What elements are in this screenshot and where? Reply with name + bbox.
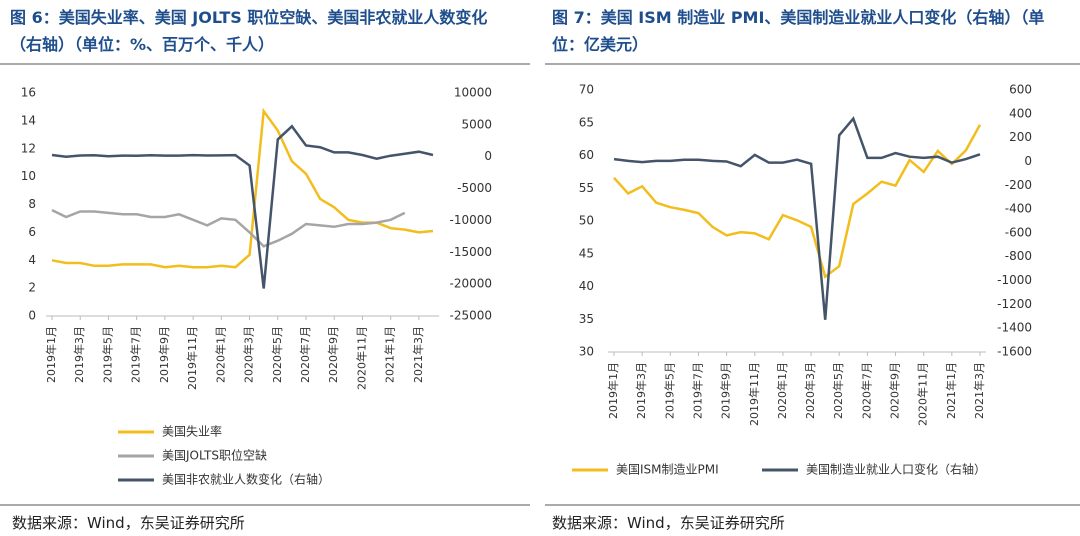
y-tick-label: 16 bbox=[21, 86, 36, 100]
y2-tick-label: 600 bbox=[1009, 83, 1032, 97]
y2-tick-label: 0 bbox=[1024, 154, 1032, 168]
y2-tick-label: -800 bbox=[1005, 249, 1032, 263]
y2-tick-label: -200 bbox=[1005, 178, 1032, 192]
x-tick-label: 2020年11月 bbox=[916, 362, 930, 426]
x-tick-label: 2020年5月 bbox=[831, 362, 845, 419]
y2-tick-label: -1400 bbox=[997, 321, 1032, 335]
y2-tick-label: 400 bbox=[1009, 106, 1032, 120]
x-tick-label: 2020年5月 bbox=[270, 326, 284, 383]
x-tick-label: 2020年7月 bbox=[859, 362, 873, 419]
x-tick-label: 2021年3月 bbox=[411, 326, 425, 383]
series-line bbox=[613, 124, 982, 279]
x-tick-label: 2019年11月 bbox=[185, 326, 199, 390]
y-tick-label: 60 bbox=[579, 148, 594, 162]
y2-tick-label: 10000 bbox=[454, 86, 492, 100]
x-tick-label: 2020年3月 bbox=[803, 362, 817, 419]
y-tick-label: 40 bbox=[579, 279, 594, 293]
y-tick-label: 50 bbox=[579, 214, 594, 228]
y2-tick-label: 0 bbox=[484, 149, 492, 163]
x-tick-label: 2019年1月 bbox=[44, 326, 58, 383]
y2-tick-label: 200 bbox=[1009, 130, 1032, 144]
legend-label: 美国ISM制造业PMI bbox=[616, 463, 719, 477]
x-tick-label: 2020年1月 bbox=[775, 362, 789, 419]
x-tick-label: 2020年3月 bbox=[242, 326, 256, 383]
y-tick-label: 2 bbox=[28, 281, 36, 295]
y2-tick-label: -1200 bbox=[997, 297, 1032, 311]
y-tick-label: 45 bbox=[579, 246, 594, 260]
y2-tick-label: -10000 bbox=[449, 213, 492, 227]
x-tick-label: 2019年1月 bbox=[606, 362, 620, 419]
y-tick-label: 4 bbox=[28, 253, 36, 267]
chart-title: 图 6：美国失业率、美国 JOLTS 职位空缺、美国非农就业人数变化（右轴）（单… bbox=[10, 8, 488, 54]
legend-label: 美国制造业就业人口变化（右轴） bbox=[806, 462, 986, 477]
x-tick-label: 2020年1月 bbox=[213, 326, 227, 383]
legend-label: 美国失业率 bbox=[162, 424, 222, 439]
y-tick-label: 55 bbox=[579, 181, 594, 195]
series-line bbox=[51, 124, 434, 289]
source: 数据来源：Wind，东吴证券研究所 bbox=[552, 514, 785, 532]
x-tick-label: 2019年3月 bbox=[634, 362, 648, 419]
y2-tick-label: -400 bbox=[1005, 202, 1032, 216]
series-line bbox=[613, 116, 981, 320]
x-tick-label: 2019年9月 bbox=[719, 362, 733, 419]
y2-tick-label: 5000 bbox=[461, 117, 492, 131]
x-tick-label: 2020年9月 bbox=[888, 362, 902, 419]
y2-tick-label: -1000 bbox=[997, 273, 1032, 287]
y-tick-label: 8 bbox=[28, 197, 36, 211]
y-tick-label: 30 bbox=[579, 345, 594, 359]
y-tick-label: 65 bbox=[579, 115, 594, 129]
x-tick-label: 2019年5月 bbox=[100, 326, 114, 383]
x-tick-label: 2019年9月 bbox=[157, 326, 171, 383]
x-tick-label: 2021年3月 bbox=[972, 362, 986, 419]
series-line bbox=[51, 208, 406, 248]
y-tick-label: 10 bbox=[21, 169, 36, 183]
source: 数据来源：Wind，东吴证券研究所 bbox=[12, 514, 245, 532]
y2-tick-label: -600 bbox=[1005, 225, 1032, 239]
chart-title: 图 7：美国 ISM 制造业 PMI、美国制造业就业人口变化（右轴）（单位：亿美… bbox=[552, 8, 1045, 54]
x-tick-label: 2019年11月 bbox=[747, 362, 761, 426]
x-tick-label: 2019年7月 bbox=[129, 326, 143, 383]
x-tick-label: 2019年7月 bbox=[690, 362, 704, 419]
y2-tick-label: -1600 bbox=[997, 345, 1032, 359]
y-tick-label: 12 bbox=[21, 141, 36, 155]
y-tick-label: 35 bbox=[579, 312, 594, 326]
legend-label: 美国JOLTS职位空缺 bbox=[162, 448, 267, 463]
y2-tick-label: -20000 bbox=[449, 277, 492, 291]
x-tick-label: 2020年9月 bbox=[326, 326, 340, 383]
y-tick-label: 14 bbox=[21, 113, 36, 127]
y-tick-label: 6 bbox=[28, 225, 36, 239]
y2-tick-label: -15000 bbox=[449, 245, 492, 259]
series-line bbox=[51, 107, 434, 269]
y-tick-label: 0 bbox=[28, 309, 36, 323]
y2-tick-label: -5000 bbox=[457, 181, 492, 195]
x-tick-label: 2019年3月 bbox=[72, 326, 86, 383]
x-tick-label: 2019年5月 bbox=[662, 362, 676, 419]
x-tick-label: 2021年1月 bbox=[944, 362, 958, 419]
y2-tick-label: -25000 bbox=[449, 309, 492, 323]
y-tick-label: 70 bbox=[579, 83, 594, 97]
legend-label: 美国非农就业人数变化（右轴） bbox=[162, 472, 330, 487]
x-tick-label: 2020年11月 bbox=[354, 326, 368, 390]
x-tick-label: 2020年7月 bbox=[298, 326, 312, 383]
x-tick-label: 2021年1月 bbox=[383, 326, 397, 383]
